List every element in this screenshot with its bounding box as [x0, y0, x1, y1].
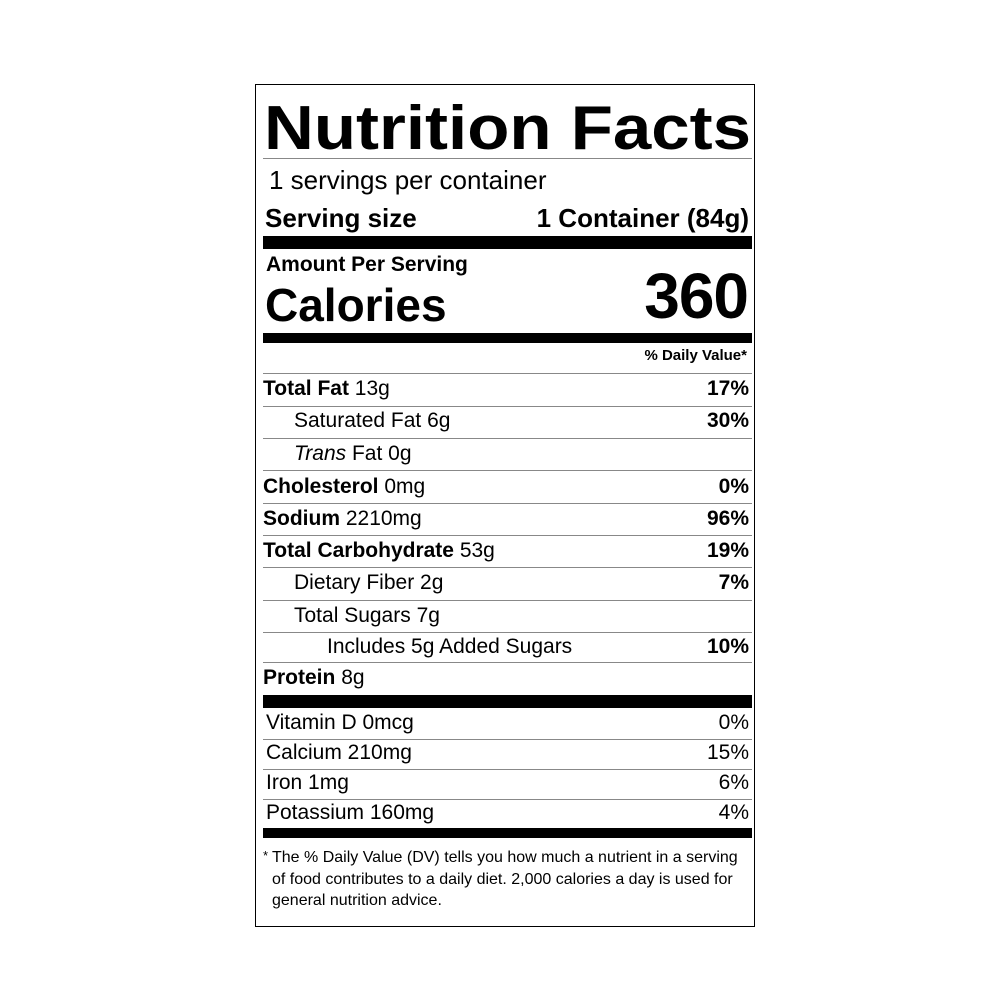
vitamin-row: Vitamin D 0mcg 0% [266, 709, 749, 737]
divider [263, 567, 752, 568]
nutrient-name: Sodium [263, 507, 340, 530]
serving-size-label: Serving size [265, 203, 417, 233]
nutrient-name: Total Carbohydrate [263, 539, 454, 562]
serving-size-value: 1 Container (84g) [536, 203, 749, 233]
footnote-text: The % Daily Value (DV) tells you how muc… [272, 849, 738, 909]
divider [263, 470, 752, 471]
title: Nutrition Facts [264, 97, 751, 155]
nutrient-name: Includes 5g Added Sugars [327, 635, 573, 658]
title-text: Nutrition Facts [264, 97, 751, 155]
vitamin-dv: 6% [718, 771, 749, 794]
vitamin-name: Potassium 160mg [266, 801, 435, 824]
vitamin-name: Iron 1mg [266, 771, 349, 794]
divider [263, 406, 752, 407]
thick-divider [263, 333, 752, 343]
nutrient-name: Cholesterol [263, 475, 379, 498]
nutrient-row-cholesterol: Cholesterol 0mg 0% [263, 473, 749, 501]
divider [263, 662, 752, 663]
nutrient-name: Total Fat [263, 377, 349, 400]
vitamin-row: Iron 1mg 6% [266, 769, 749, 797]
nutrient-row-total-fat: Total Fat 13g 17% [263, 375, 749, 403]
divider [263, 158, 752, 159]
vitamin-dv: 0% [718, 711, 749, 734]
thick-divider [263, 695, 752, 708]
thick-divider [263, 236, 752, 249]
nutrient-amount: 0g [388, 442, 412, 465]
nutrient-row-added-sugars: Includes 5g Added Sugars 10% [263, 633, 749, 661]
servings-per-container: 1 servings per container [269, 165, 547, 195]
serving-size-row: Serving size 1 Container (84g) [265, 201, 749, 235]
divider [263, 438, 752, 439]
nutrient-row-trans-fat: Trans Fat 0g [263, 440, 749, 468]
nutrient-name: Trans [294, 442, 347, 465]
nutrient-amount: 53g [459, 539, 495, 562]
nutrient-name: Protein [263, 666, 336, 689]
nutrient-row-dietary-fiber: Dietary Fiber 2g 7% [263, 569, 749, 597]
nutrient-dv: 0% [718, 475, 749, 498]
divider [263, 373, 752, 374]
amount-per-serving: Amount Per Serving [266, 253, 468, 276]
nutrient-name: Saturated Fat [294, 409, 422, 432]
divider [263, 632, 752, 633]
nutrient-amount: 8g [341, 666, 365, 689]
nutrient-amount: 2210mg [345, 507, 422, 530]
vitamin-row: Calcium 210mg 15% [266, 739, 749, 767]
nutrient-dv: 19% [706, 539, 749, 562]
nutrient-amount: 6g [427, 409, 451, 432]
divider [263, 503, 752, 504]
thick-divider [263, 828, 752, 838]
vitamin-dv: 15% [706, 741, 749, 764]
nutrient-amount: 13g [354, 377, 390, 400]
divider [263, 600, 752, 601]
nutrient-row-total-sugars: Total Sugars 7g [263, 602, 749, 630]
daily-value-header: % Daily Value* [644, 347, 747, 364]
vitamin-name: Vitamin D 0mcg [266, 711, 414, 734]
vitamin-name: Calcium 210mg [266, 741, 412, 764]
vitamin-dv: 4% [718, 801, 749, 824]
divider [263, 799, 752, 800]
nutrient-name-suffix: Fat [351, 442, 383, 465]
nutrient-row-total-carbohydrate: Total Carbohydrate 53g 19% [263, 537, 749, 565]
nutrient-amount: 2g [420, 571, 444, 594]
divider [263, 535, 752, 536]
vitamin-row: Potassium 160mg 4% [266, 799, 749, 827]
calories-value: 360 [644, 260, 749, 332]
calories-label: Calories [265, 279, 447, 331]
nutrient-dv: 17% [706, 377, 749, 400]
nutrient-dv: 96% [706, 507, 749, 530]
nutrition-facts-label: Nutrition Facts 1 servings per container… [255, 84, 755, 927]
nutrient-row-saturated-fat: Saturated Fat 6g 30% [263, 407, 749, 435]
divider [263, 769, 752, 770]
nutrient-name: Total Sugars [294, 604, 411, 627]
nutrient-dv: 10% [706, 635, 749, 658]
nutrient-amount: 0mg [384, 475, 426, 498]
nutrient-dv: 30% [706, 409, 749, 432]
nutrient-dv: 7% [718, 571, 749, 594]
nutrient-row-sodium: Sodium 2210mg 96% [263, 505, 749, 533]
footnote-asterisk: * [263, 848, 269, 863]
footnote: * The % Daily Value (DV) tells you how m… [263, 847, 743, 912]
nutrient-row-protein: Protein 8g [263, 664, 749, 692]
nutrient-amount: 7g [416, 604, 440, 627]
divider [263, 739, 752, 740]
nutrient-name: Dietary Fiber [294, 571, 415, 594]
